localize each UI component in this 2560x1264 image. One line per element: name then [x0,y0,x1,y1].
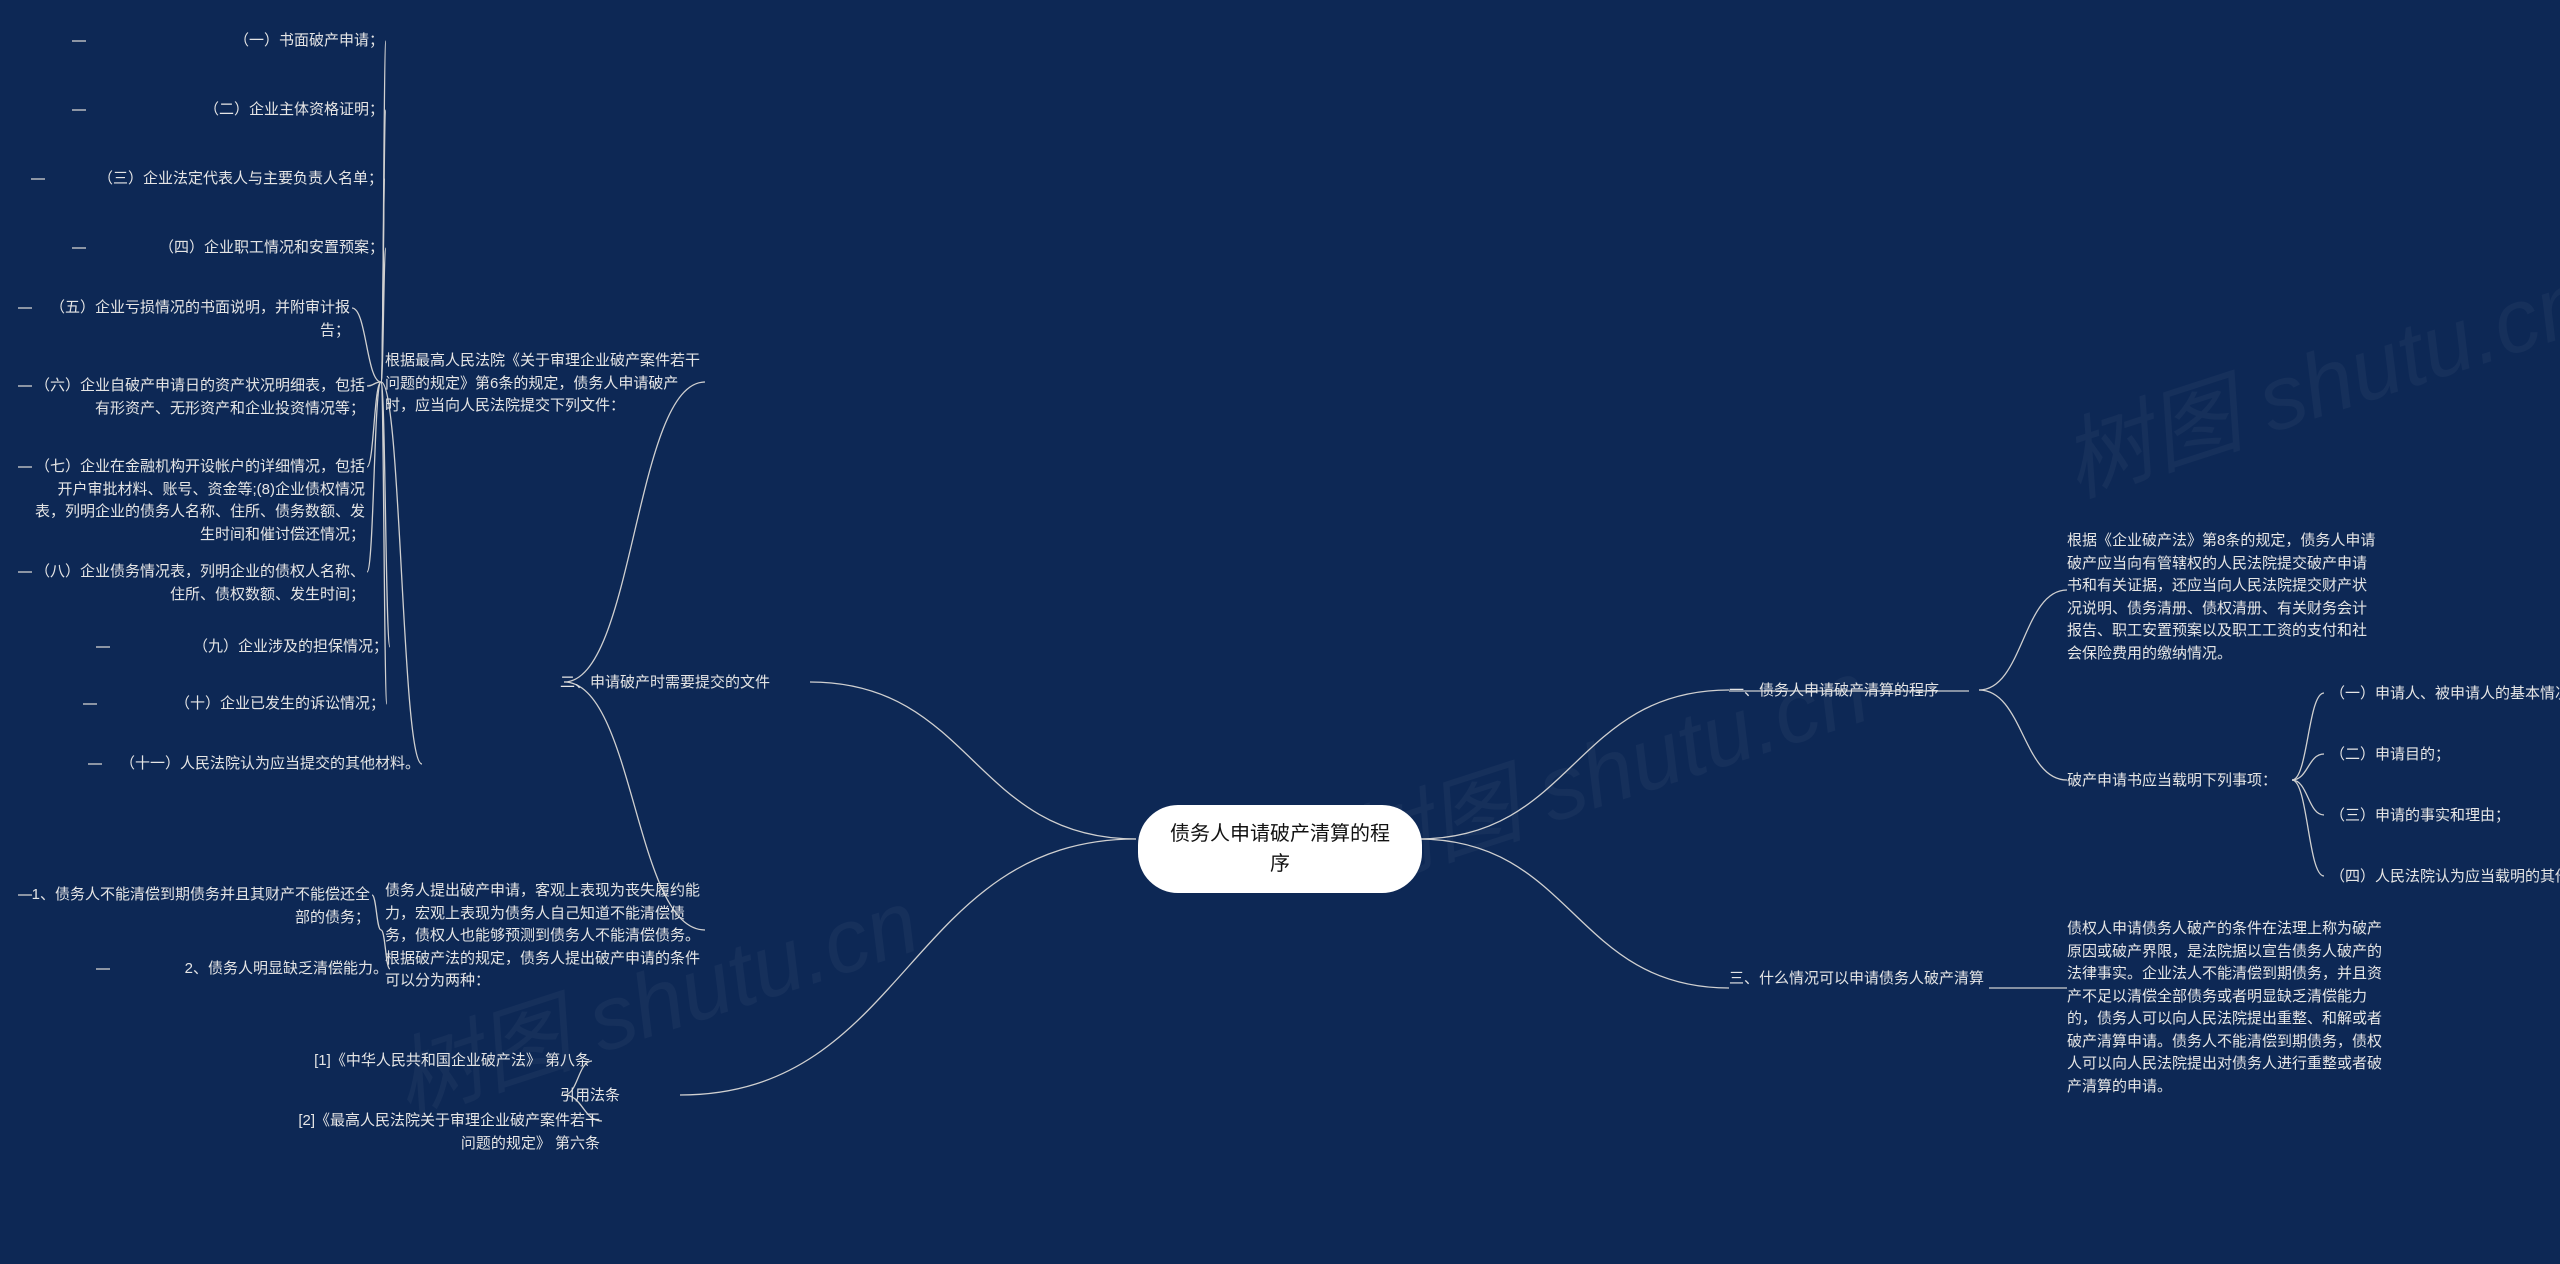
branch-1-child-0: 根据《企业破产法》第8条的规定，债务人申请破产应当向有管辖权的人民法院提交破产申… [2067,530,2377,665]
branch-2-child-0-leaf-3: （四）企业职工情况和安置预案； [84,237,384,260]
branch-2-child-0-leaf-5: （六）企业自破产申请日的资产状况明细表，包括有形资产、无形资产和企业投资情况等； [30,375,365,420]
branch-2-child-1-leaf-1: 2、债务人明显缺乏清偿能力。 [108,958,388,981]
branch-1: 一、债务人申请破产清算的程序 [1729,680,1989,703]
branch-4-leaf-0: [1]《中华人民共和国企业破产法》 第八条 [290,1050,590,1073]
branch-1-child-1-leaf-0: （一）申请人、被申请人的基本情况； [2330,683,2560,706]
branch-2-child-0-leaf-0: （一）书面破产申请； [84,30,384,53]
watermark: 树图 shutu.cn [2043,229,2560,521]
branch-2-child-0-leaf-9: （十）企业已发生的诉讼情况； [95,693,385,716]
branch-1-child-1-leaf-2: （三）申请的事实和理由； [2330,805,2560,828]
branch-1-child-1-leaf-3: （四）人民法院认为应当载明的其他事项。 [2330,866,2560,889]
branch-2: 二、申请破产时需要提交的文件 [560,672,810,695]
center-text: 债务人申请破产清算的程序 [1170,823,1390,875]
branch-1-child-1: 破产申请书应当载明下列事项： [2067,770,2297,793]
branch-3-child-0: 债权人申请债务人破产的条件在法理上称为破产原因或破产界限，是法院据以宣告债务人破… [2067,918,2387,1098]
branch-3: 三、什么情况可以申请债务人破产清算 [1729,968,1999,991]
branch-1-child-1-leaf-1: （二）申请目的； [2330,744,2560,767]
branch-2-child-1-leaf-0: 1、债务人不能清偿到期债务并且其财产不能偿还全部的债务； [30,884,370,929]
branch-2-child-1: 债务人提出破产申请，客观上表现为丧失履约能力，宏观上表现为债务人自己知道不能清偿… [385,880,705,993]
branch-4: 引用法条 [560,1085,680,1108]
branch-2-child-0-leaf-4: （五）企业亏损情况的书面说明，并附审计报告； [30,297,350,342]
branch-2-child-0-leaf-10: （十一）人民法院认为应当提交的其他材料。 [100,753,420,776]
branch-2-child-0-leaf-6: （七）企业在金融机构开设帐户的详细情况，包括开户审批材料、账号、资金等;(8)企… [30,456,365,546]
branch-2-child-0-leaf-8: （九）企业涉及的担保情况； [108,636,388,659]
branch-2-child-0-leaf-7: （八）企业债务情况表，列明企业的债权人名称、住所、债权数额、发生时间； [30,561,365,606]
branch-2-child-0-leaf-1: （二）企业主体资格证明； [84,99,384,122]
branch-4-leaf-1: [2]《最高人民法院关于审理企业破产案件若干问题的规定》 第六条 [290,1110,600,1155]
branch-2-child-0-leaf-2: （三）企业法定代表人与主要负责人名单； [43,168,383,191]
branch-2-child-0: 根据最高人民法院《关于审理企业破产案件若干问题的规定》第6条的规定，债务人申请破… [385,350,705,418]
center-node: 债务人申请破产清算的程序 [1138,805,1422,893]
